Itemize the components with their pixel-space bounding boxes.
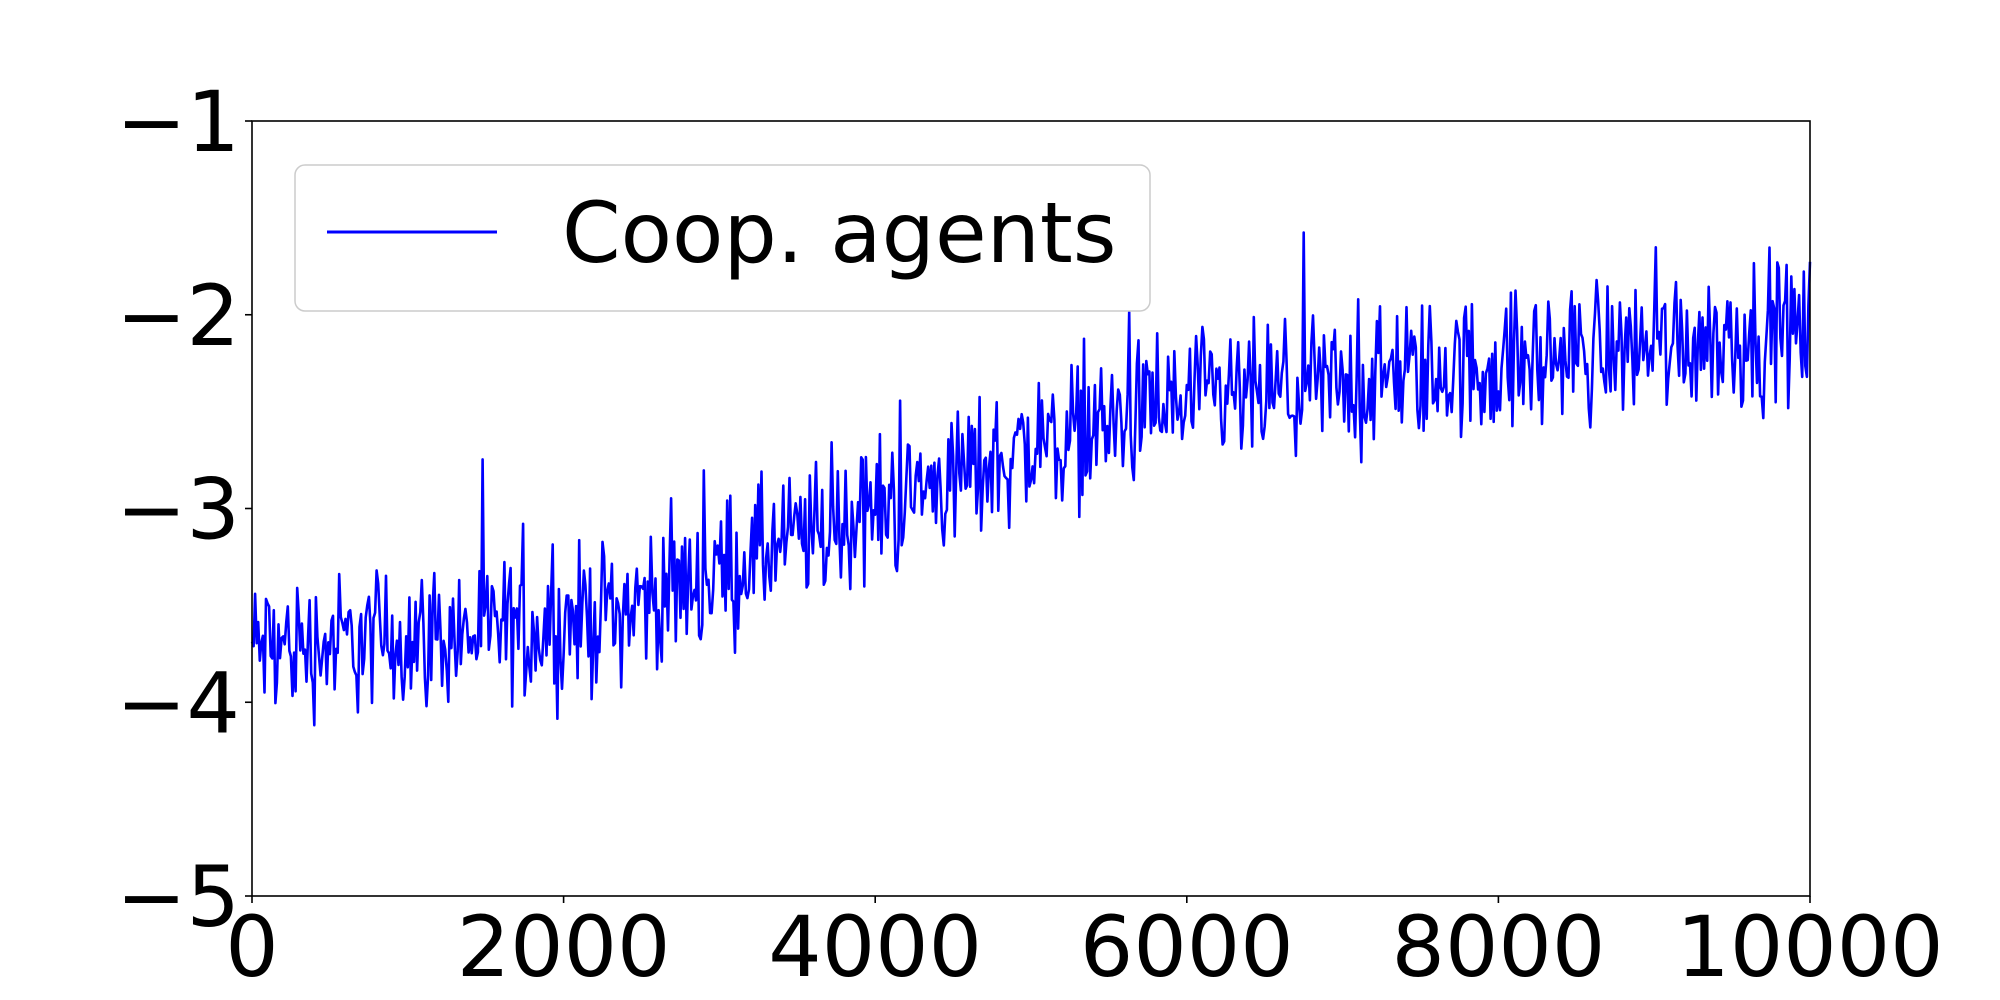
y-tick-label: −1 — [116, 73, 240, 171]
x-axis: 0 2000 4000 6000 8000 10000 — [225, 896, 1944, 996]
y-axis: −1 −2 −3 −4 −5 — [116, 73, 252, 946]
y-tick-label: −5 — [116, 848, 240, 946]
series-layer — [250, 231, 1812, 727]
series-line-coop-agents — [250, 231, 1812, 727]
y-tick-label: −4 — [116, 654, 240, 752]
legend: Coop. agents — [294, 164, 1151, 312]
x-tick-label: 0 — [225, 898, 278, 996]
x-tick-label: 10000 — [1676, 898, 1943, 996]
y-tick-label: −2 — [116, 267, 240, 365]
legend-label-coop-agents: Coop. agents — [562, 184, 1117, 282]
x-tick-label: 8000 — [1392, 898, 1606, 996]
x-tick-label: 6000 — [1080, 898, 1294, 996]
legend-box — [294, 164, 1151, 312]
x-tick-label: 4000 — [768, 898, 982, 996]
x-tick-label: 2000 — [457, 898, 671, 996]
y-tick-label: −3 — [116, 461, 240, 559]
